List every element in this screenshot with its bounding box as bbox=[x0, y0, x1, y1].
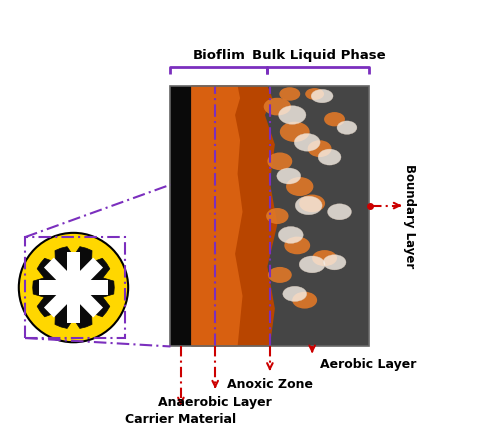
Text: Anoxic Zone: Anoxic Zone bbox=[227, 378, 313, 391]
Ellipse shape bbox=[337, 121, 357, 134]
Polygon shape bbox=[32, 247, 114, 329]
Ellipse shape bbox=[308, 140, 332, 157]
Ellipse shape bbox=[295, 196, 322, 215]
Ellipse shape bbox=[328, 204, 351, 220]
Ellipse shape bbox=[323, 255, 346, 270]
Ellipse shape bbox=[299, 256, 325, 273]
Ellipse shape bbox=[294, 133, 320, 151]
Bar bbox=[26, 237, 124, 338]
Text: Boundary Layer: Boundary Layer bbox=[402, 164, 415, 268]
Ellipse shape bbox=[266, 208, 288, 224]
Ellipse shape bbox=[277, 168, 300, 184]
Bar bbox=[170, 85, 370, 347]
Polygon shape bbox=[44, 257, 103, 317]
Bar bbox=[170, 85, 370, 347]
Circle shape bbox=[60, 276, 88, 299]
Ellipse shape bbox=[278, 106, 306, 124]
Ellipse shape bbox=[311, 89, 333, 103]
Text: Anaerobic Layer: Anaerobic Layer bbox=[158, 396, 272, 409]
Ellipse shape bbox=[312, 250, 337, 266]
Ellipse shape bbox=[299, 194, 325, 212]
Ellipse shape bbox=[268, 267, 292, 283]
Ellipse shape bbox=[278, 227, 303, 243]
Text: Bioflim: Bioflim bbox=[192, 48, 246, 62]
Polygon shape bbox=[66, 252, 80, 323]
Ellipse shape bbox=[283, 286, 306, 302]
Polygon shape bbox=[44, 257, 103, 317]
Text: Aerobic Layer: Aerobic Layer bbox=[320, 358, 416, 371]
Ellipse shape bbox=[286, 177, 314, 196]
Ellipse shape bbox=[305, 88, 324, 100]
Ellipse shape bbox=[280, 87, 300, 101]
Ellipse shape bbox=[268, 152, 292, 170]
Ellipse shape bbox=[264, 98, 291, 115]
Ellipse shape bbox=[280, 122, 310, 142]
Polygon shape bbox=[192, 85, 242, 347]
Ellipse shape bbox=[324, 112, 345, 127]
Ellipse shape bbox=[318, 149, 341, 165]
Bar bbox=[170, 85, 192, 347]
Ellipse shape bbox=[284, 237, 310, 254]
Ellipse shape bbox=[19, 233, 128, 342]
Ellipse shape bbox=[292, 292, 317, 308]
Text: Bulk Liquid Phase: Bulk Liquid Phase bbox=[252, 48, 385, 62]
Polygon shape bbox=[192, 85, 278, 347]
Text: Carrier Material: Carrier Material bbox=[126, 413, 236, 426]
Polygon shape bbox=[38, 281, 108, 295]
